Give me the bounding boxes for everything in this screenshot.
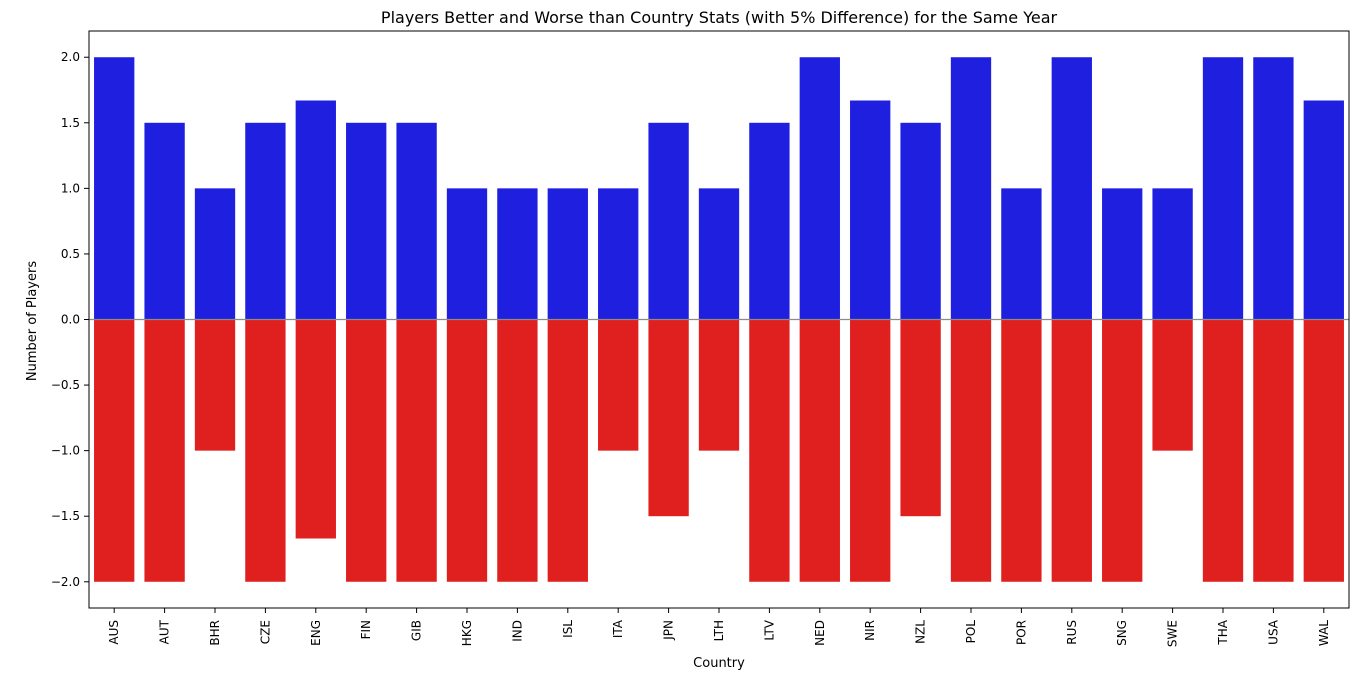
bar-better-ltv	[749, 122, 790, 320]
bar-better-hkg	[446, 188, 488, 320]
x-tick-label-gib: GIB	[410, 620, 424, 641]
y-tick-label: 1.5	[61, 116, 80, 130]
bar-better-por	[1001, 188, 1042, 320]
y-tick-label: −2.0	[51, 575, 80, 589]
bar-worse-ind	[497, 319, 538, 582]
bar-worse-sng	[1102, 319, 1143, 582]
y-tick-label: 0.0	[61, 313, 80, 327]
x-tick-label-lth: LTH	[712, 620, 726, 641]
bar-worse-cze	[245, 319, 286, 582]
x-tick-label-nir: NIR	[863, 620, 877, 641]
chart-title: Players Better and Worse than Country St…	[381, 8, 1058, 27]
bar-better-isl	[547, 188, 588, 320]
bar-worse-rus	[1051, 319, 1092, 582]
bar-better-pol	[950, 57, 992, 320]
bars-layer	[94, 57, 1344, 582]
bar-better-nzl	[900, 122, 941, 320]
x-axis-label: Country	[693, 656, 745, 671]
y-tick-label: 0.5	[61, 247, 80, 261]
bar-worse-hkg	[446, 319, 488, 582]
bar-worse-nzl	[900, 319, 941, 517]
x-tick-label-aus: AUS	[107, 620, 121, 645]
bar-worse-ita	[598, 319, 639, 451]
x-tick-label-usa: USA	[1266, 619, 1280, 645]
x-tick-label-hkg: HKG	[460, 620, 474, 646]
bar-worse-isl	[547, 319, 588, 582]
bar-better-rus	[1051, 57, 1092, 320]
bar-worse-swe	[1152, 319, 1193, 451]
x-tick-label-ind: IND	[510, 620, 524, 642]
bar-better-ind	[497, 188, 538, 320]
x-tick-label-tha: THA	[1216, 619, 1230, 645]
x-tick-label-bhr: BHR	[208, 620, 222, 646]
y-axis-label: Number of Players	[25, 261, 40, 381]
bar-worse-gib	[396, 319, 437, 582]
bar-better-eng	[295, 100, 336, 320]
bar-worse-tha	[1202, 319, 1244, 582]
y-axis: 2.0 1.5 1.0 0.5 0.0 −0.5 −1.0 −1.5 −2.0	[51, 50, 89, 589]
bar-worse-fin	[346, 319, 387, 582]
bar-better-wal	[1303, 100, 1344, 320]
y-tick-label: −1.0	[51, 444, 80, 458]
x-tick-label-pol: POL	[964, 620, 978, 644]
y-tick-label: 1.0	[61, 181, 80, 195]
bar-worse-usa	[1253, 319, 1294, 582]
x-tick-label-fin: FIN	[359, 620, 373, 639]
x-tick-label-por: POR	[1014, 620, 1028, 645]
bar-better-ned	[799, 57, 840, 320]
bar-worse-pol	[950, 319, 992, 582]
bar-better-lth	[698, 188, 740, 320]
bar-better-usa	[1253, 57, 1294, 320]
bar-better-jpn	[648, 122, 689, 320]
bar-better-sng	[1102, 188, 1143, 320]
bar-worse-wal	[1303, 319, 1344, 582]
y-tick-label: −0.5	[51, 378, 80, 392]
bar-worse-bhr	[194, 319, 236, 451]
x-tick-label-swe: SWE	[1166, 620, 1180, 647]
x-tick-label-wal: WAL	[1317, 620, 1331, 646]
bar-worse-lth	[698, 319, 740, 451]
x-tick-label-ita: ITA	[611, 619, 625, 638]
bar-better-fin	[346, 122, 387, 320]
bar-better-cze	[245, 122, 286, 320]
bar-worse-aut	[144, 319, 185, 582]
x-tick-label-eng: ENG	[309, 620, 323, 646]
x-tick-label-jpn: JPN	[662, 620, 676, 641]
bar-better-ita	[598, 188, 639, 320]
y-tick-label: 2.0	[61, 50, 80, 64]
x-tick-label-sng: SNG	[1115, 620, 1129, 646]
bar-better-swe	[1152, 188, 1193, 320]
bar-worse-ned	[799, 319, 840, 582]
bar-better-tha	[1202, 57, 1244, 320]
bar-worse-por	[1001, 319, 1042, 582]
bar-better-aut	[144, 122, 185, 320]
x-tick-label-ltv: LTV	[762, 619, 776, 640]
bar-worse-jpn	[648, 319, 689, 517]
bar-worse-ltv	[749, 319, 790, 582]
x-tick-label-isl: ISL	[561, 620, 575, 638]
bar-better-nir	[850, 100, 891, 320]
x-tick-label-rus: RUS	[1065, 620, 1079, 645]
y-tick-label: −1.5	[51, 509, 80, 523]
bar-worse-eng	[295, 319, 336, 539]
x-axis: AUS AUT BHR CZE ENG FIN GIB HKG IND ISL ITA JPN LTH L…	[107, 608, 1331, 647]
x-tick-label-aut: AUT	[158, 619, 172, 644]
x-tick-label-nzl: NZL	[914, 620, 928, 644]
bar-better-aus	[94, 57, 135, 320]
bar-better-gib	[396, 122, 437, 320]
x-tick-label-ned: NED	[813, 620, 827, 646]
x-tick-label-cze: CZE	[258, 620, 272, 644]
bar-worse-aus	[94, 319, 135, 582]
bar-worse-nir	[850, 319, 891, 582]
bar-better-bhr	[194, 188, 236, 320]
